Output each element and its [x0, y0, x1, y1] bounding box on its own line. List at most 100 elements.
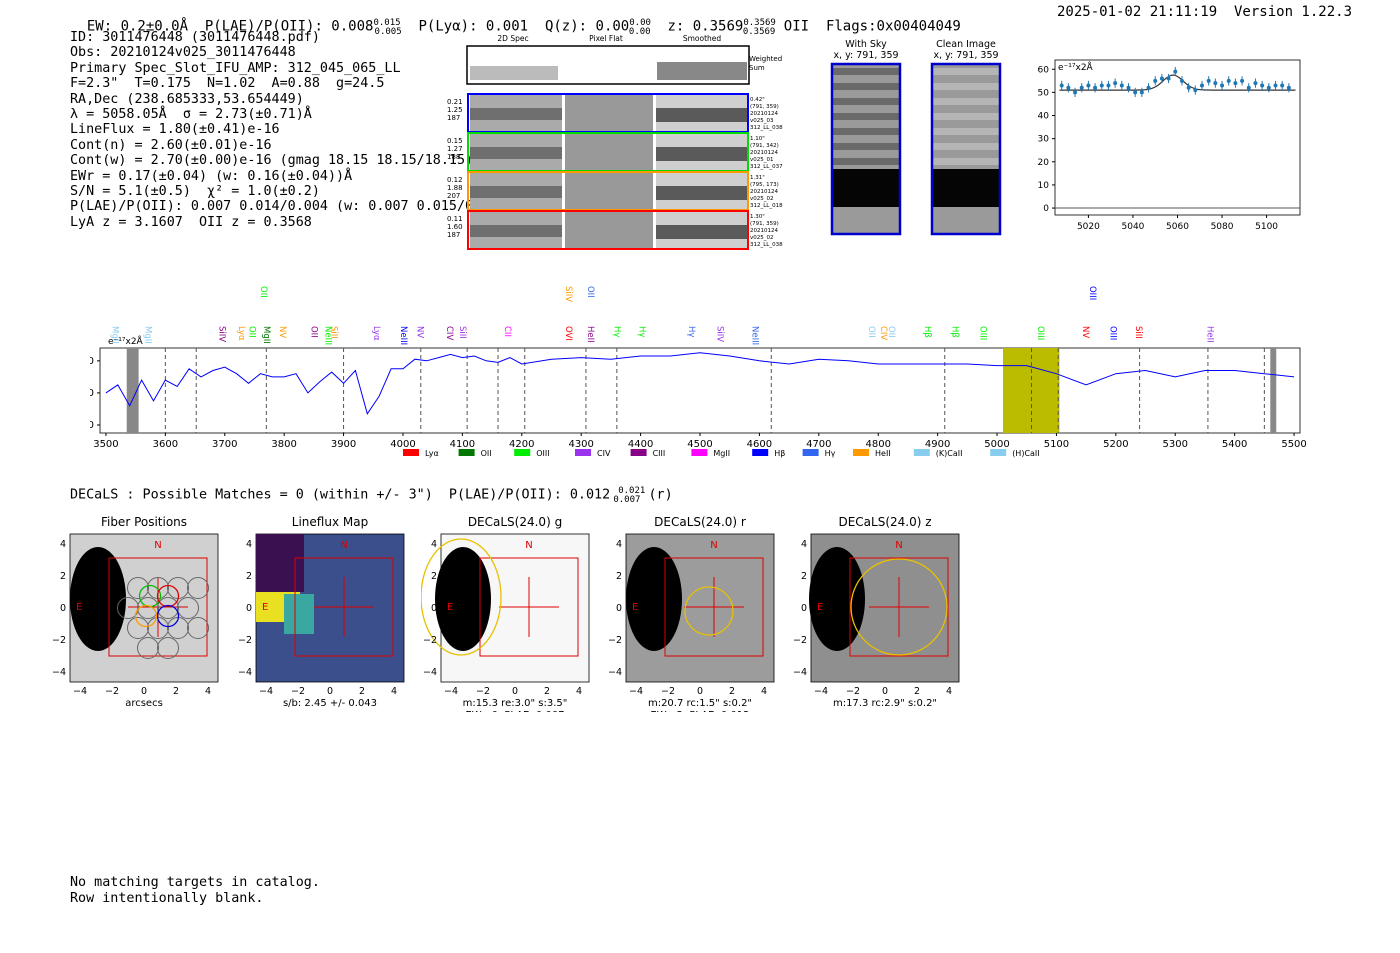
clean-image-band: [932, 128, 1000, 135]
aperture-box: [479, 557, 579, 657]
cutout-decals-r: DECaLS(24.0) r N E −4 4 −2 2 0 0 2 −2 4 −4 m:20.7 rc:…: [608, 515, 775, 712]
spec2d-row-stat: 1.27: [447, 145, 463, 153]
emission-line-label: Lyα: [371, 326, 381, 341]
fit-data-point: [1126, 85, 1131, 90]
emission-line-label: NV: [414, 326, 424, 338]
emission-line-label: Hβ: [950, 326, 960, 338]
emission-line-label: Hγ: [637, 326, 647, 337]
aperture-box: [108, 557, 208, 657]
fit-data-point: [1173, 69, 1178, 74]
legend-label: Hγ: [825, 449, 836, 458]
weighted-smoothed-strip: [657, 62, 747, 80]
spec2d-row-meta: 1.31": [750, 175, 765, 181]
fit-data-point: [1246, 85, 1251, 90]
cutout-x-tick: −2: [476, 686, 490, 697]
emission-line-label: NV: [1080, 326, 1090, 338]
with-sky-image-band: [832, 143, 900, 150]
cutout-caption-2: EWr: 0, PLAE: 0.007: [465, 710, 564, 712]
qz-value: Q(z): 0.00: [544, 18, 630, 35]
legend-swatch: [514, 449, 531, 456]
z-sup: 0.3569: [743, 18, 776, 28]
spec-x-tick-label: 4100: [450, 439, 475, 450]
legend-swatch: [752, 449, 769, 456]
spec-x-tick-label: 3900: [331, 439, 356, 450]
decals-text: DECaLS : Possible Matches = 0 (within +/…: [70, 487, 619, 503]
qz-sup: 0.00: [629, 18, 651, 28]
legend-label: OIII: [536, 449, 549, 458]
legend-swatch: [802, 449, 819, 456]
spec2d-row-meta: 20210124: [750, 228, 778, 234]
emission-line-label: OII: [246, 326, 256, 338]
spec2d-row-meta: (791, 359): [750, 104, 779, 110]
emission-line-label: NeIII: [398, 326, 408, 345]
cutout-title: DECaLS(24.0) r: [654, 515, 746, 529]
north-marker: N: [340, 540, 347, 551]
spec2d-flat-cell: [565, 95, 653, 131]
footer-line-2: Row intentionally blank.: [70, 890, 264, 906]
emission-line-label: MgII: [110, 326, 120, 344]
emission-line-label: HeII: [585, 326, 595, 343]
legend-swatch: [853, 449, 869, 456]
spec2d-flat-cell: [565, 134, 653, 170]
spec2d-smooth-trace: [656, 225, 748, 239]
spec2d-row-stat: 0.11: [447, 215, 463, 223]
fiber-circle: [157, 637, 179, 659]
legend-label: (H)CaII: [1012, 449, 1039, 458]
cutout-y-tick: −2: [52, 635, 66, 646]
legend-swatch: [403, 449, 419, 456]
spec2d-row-stat: 207: [447, 192, 460, 200]
spec2d-col-title: Pixel Flat: [589, 34, 623, 43]
info-line: Obs: 20210124v025_3011476448: [70, 45, 296, 61]
plya-value: P(Lyα): 0.001: [418, 18, 529, 35]
cutout-x-tick: −2: [846, 686, 860, 697]
fit-x-tick-label: 5040: [1122, 222, 1145, 232]
spec-x-tick-label: 5400: [1222, 439, 1247, 450]
highlighted-fiber: [156, 604, 180, 628]
clean-image-dark-region: [932, 169, 1000, 207]
decals-tail: (r): [640, 487, 673, 503]
cutout-y-tick: 0: [246, 603, 252, 614]
fit-data-point: [1099, 83, 1104, 88]
spec2d-row-meta: 0.42": [750, 97, 765, 103]
emission-line-label: SiII: [328, 326, 338, 339]
cutout-y-tick: −2: [793, 635, 807, 646]
with-sky-title: With Sky: [845, 39, 887, 50]
fit-data-point: [1119, 83, 1124, 88]
cutout-y-tick: 4: [431, 539, 437, 550]
spec2d-row-stat: 1.25: [447, 106, 463, 114]
fiber-circle: [127, 577, 149, 599]
spec2d-row-stat: 187: [447, 114, 460, 122]
fit-data-point: [1206, 78, 1211, 83]
weighted-label-1: Weighted: [749, 55, 782, 63]
aperture-box: [849, 557, 949, 657]
spec2d-smooth-trace: [656, 108, 748, 122]
spec-y-tick-label: 40: [90, 388, 94, 399]
fit-y-tick-label: 40: [1038, 112, 1050, 122]
info-line: EWr = 0.17(±0.04) (w: 0.16(±0.04))Å: [70, 168, 353, 184]
emission-line-label: CII: [502, 326, 512, 337]
emission-line-label: Hβ: [922, 326, 932, 338]
spec2d-row-meta: 1.10": [750, 136, 765, 142]
info-line: Cont(n) = 2.60(±0.01)e-16: [70, 137, 272, 153]
spec2d-row-stat: 187: [447, 231, 460, 239]
flags-value: Flags:0x00404049: [825, 18, 961, 35]
fit-y-tick-label: 30: [1038, 135, 1050, 145]
cutout-y-tick: −2: [238, 635, 252, 646]
spec2d-row-meta: 1.30": [750, 214, 765, 220]
emission-line-label: Hγ: [612, 326, 622, 337]
spec2d-col-title: 2D Spec: [497, 34, 528, 43]
cutout-y-tick: 4: [246, 539, 252, 550]
fiber-circle: [127, 617, 149, 639]
fit-y-tick-label: 0: [1043, 204, 1049, 214]
clean-image-title: Clean Image: [936, 39, 996, 50]
masked-region: [1270, 348, 1277, 433]
info-line: F=2.3" T=0.175 N=1.02 A=0.88 g=24.5: [70, 76, 385, 92]
fit-data-point: [1280, 83, 1285, 88]
cutout-x-tick: 4: [391, 686, 397, 697]
cutout-y-tick: 0: [801, 603, 807, 614]
spec-x-tick-label: 4000: [390, 439, 415, 450]
bright-galaxy: [626, 547, 682, 651]
north-marker: N: [154, 540, 161, 551]
